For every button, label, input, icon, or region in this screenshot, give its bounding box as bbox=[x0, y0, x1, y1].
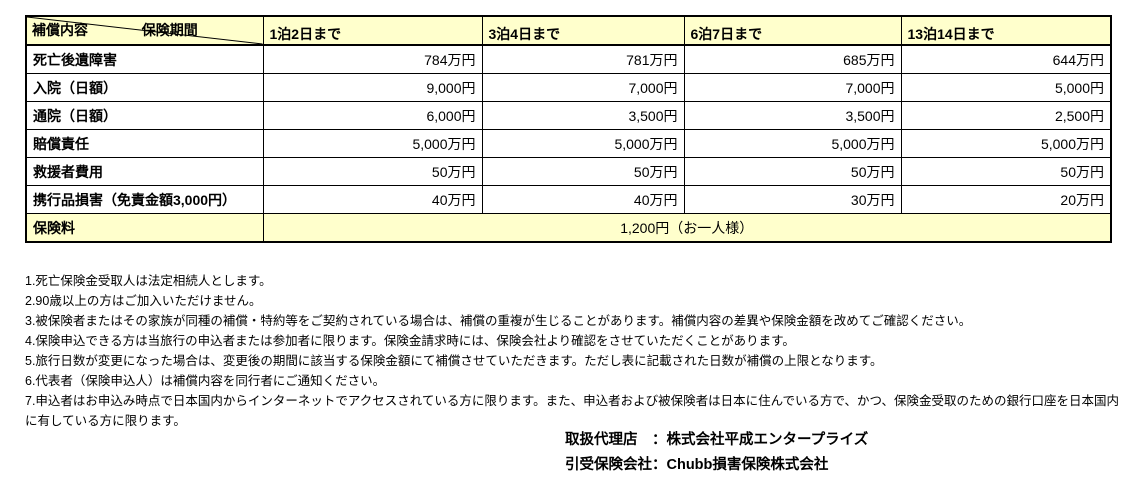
table-row: 入院（日額） 9,000円 7,000円 7,000円 5,000円 bbox=[25, 73, 1112, 102]
table-row: 賠償責任 5,000万円 5,000万円 5,000万円 5,000万円 bbox=[25, 129, 1112, 158]
row-label: 通院（日額） bbox=[25, 101, 264, 130]
row-label: 死亡後遺障害 bbox=[25, 44, 264, 74]
value-cell: 50万円 bbox=[481, 157, 685, 186]
value-cell: 5,000万円 bbox=[481, 129, 685, 158]
premium-value: 1,200円（お一人様） bbox=[262, 213, 1112, 243]
value-cell: 3,500円 bbox=[481, 101, 685, 130]
corner-period-label: 保険期間 bbox=[141, 22, 198, 38]
value-cell: 50万円 bbox=[683, 157, 902, 186]
row-label: 携行品損害（免責金額3,000円） bbox=[25, 185, 264, 214]
value-cell: 40万円 bbox=[481, 185, 685, 214]
table-header-row: 保険期間 補償内容 1泊2日まで 3泊4日まで 6泊7日まで 13泊14日まで bbox=[25, 15, 1112, 46]
value-cell: 644万円 bbox=[900, 44, 1112, 74]
table-row: 携行品損害（免責金額3,000円） 40万円 40万円 30万円 20万円 bbox=[25, 185, 1112, 214]
value-cell: 50万円 bbox=[262, 157, 483, 186]
column-header-3: 6泊7日まで bbox=[683, 15, 902, 46]
footnote-2: 2.90歳以上の方はご加入いただけません。 bbox=[25, 294, 262, 308]
value-cell: 5,000万円 bbox=[683, 129, 902, 158]
value-cell: 7,000円 bbox=[683, 73, 902, 102]
footnote-3: 3.被保険者またはその家族が同種の補償・特約等をご契約されている場合は、補償の重… bbox=[25, 314, 972, 328]
corner-coverage-label: 補償内容 bbox=[32, 22, 88, 38]
column-header-2: 3泊4日まで bbox=[481, 15, 685, 46]
value-cell: 50万円 bbox=[900, 157, 1112, 186]
company-info: 取扱代理店 ：株式会社平成エンタープライズ 引受保険会社：Chubb損害保険株式… bbox=[565, 428, 868, 478]
value-cell: 40万円 bbox=[262, 185, 483, 214]
value-cell: 685万円 bbox=[683, 44, 902, 74]
premium-row: 保険料 1,200円（お一人様） bbox=[25, 213, 1112, 243]
value-cell: 5,000円 bbox=[900, 73, 1112, 102]
value-cell: 5,000万円 bbox=[262, 129, 483, 158]
value-cell: 2,500円 bbox=[900, 101, 1112, 130]
value-cell: 9,000円 bbox=[262, 73, 483, 102]
column-header-1: 1泊2日まで bbox=[262, 15, 483, 46]
premium-label: 保険料 bbox=[25, 213, 264, 243]
value-cell: 3,500円 bbox=[683, 101, 902, 130]
footnote-4: 4.保険申込できる方は当旅行の申込者または参加者に限ります。保険金請求時には、保… bbox=[25, 334, 795, 348]
value-cell: 5,000万円 bbox=[900, 129, 1112, 158]
coverage-table: 保険期間 補償内容 1泊2日まで 3泊4日まで 6泊7日まで 13泊14日まで … bbox=[25, 15, 1112, 243]
value-cell: 20万円 bbox=[900, 185, 1112, 214]
corner-cell: 保険期間 補償内容 bbox=[25, 15, 264, 46]
value-cell: 6,000円 bbox=[262, 101, 483, 130]
table-row: 通院（日額） 6,000円 3,500円 3,500円 2,500円 bbox=[25, 101, 1112, 130]
table-row: 救援者費用 50万円 50万円 50万円 50万円 bbox=[25, 157, 1112, 186]
value-cell: 30万円 bbox=[683, 185, 902, 214]
footnote-6: 6.代表者（保険申込人）は補償内容を同行者にご通知ください。 bbox=[25, 374, 386, 388]
diagonal-divider-icon bbox=[27, 17, 263, 44]
underwriter-line: 引受保険会社：Chubb損害保険株式会社 bbox=[565, 457, 829, 473]
footnotes: 1.死亡保険金受取人は法定相続人とします。 2.90歳以上の方はご加入いただけま… bbox=[25, 271, 1123, 431]
table-row: 死亡後遺障害 784万円 781万円 685万円 644万円 bbox=[25, 44, 1112, 74]
footnote-5: 5.旅行日数が変更になった場合は、変更後の期間に該当する保険金額にて補償させてい… bbox=[25, 354, 883, 368]
row-label: 賠償責任 bbox=[25, 129, 264, 158]
footnote-1: 1.死亡保険金受取人は法定相続人とします。 bbox=[25, 274, 272, 288]
agent-line: 取扱代理店 ：株式会社平成エンタープライズ bbox=[565, 432, 869, 448]
value-cell: 7,000円 bbox=[481, 73, 685, 102]
row-label: 入院（日額） bbox=[25, 73, 264, 102]
row-label: 救援者費用 bbox=[25, 157, 264, 186]
column-header-4: 13泊14日まで bbox=[900, 15, 1112, 46]
value-cell: 781万円 bbox=[481, 44, 685, 74]
value-cell: 784万円 bbox=[262, 44, 483, 74]
footnote-7: 7.申込者はお申込み時点で日本国内からインターネットでアクセスされている方に限り… bbox=[25, 394, 1120, 428]
